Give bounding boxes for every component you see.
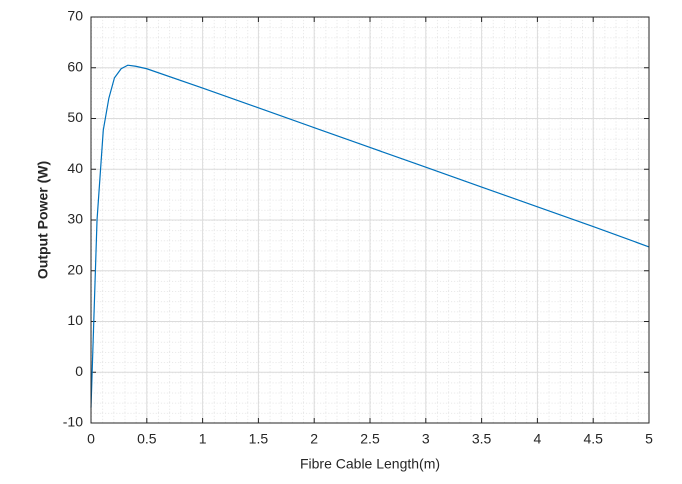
y-tick-label: 30 — [67, 211, 83, 227]
x-tick-label: 3 — [422, 431, 430, 447]
x-tick-label: 1.5 — [249, 431, 269, 447]
x-tick-label: 0.5 — [137, 431, 157, 447]
y-tick-label: 10 — [67, 312, 83, 328]
x-tick-label: 3.5 — [472, 431, 492, 447]
y-axis-label: Output Power (W) — [35, 161, 51, 279]
x-tick-label: 4 — [534, 431, 542, 447]
x-tick-label: 2.5 — [360, 431, 380, 447]
y-tick-label: 0 — [75, 363, 83, 379]
axes-box — [90, 16, 650, 424]
x-tick-label: 5 — [645, 431, 653, 447]
x-tick-label: 2 — [310, 431, 318, 447]
x-tick-label: 0 — [87, 431, 95, 447]
x-tick-label: 4.5 — [583, 431, 603, 447]
x-axis-label: Fibre Cable Length(m) — [300, 456, 440, 472]
y-tick-label: 50 — [67, 109, 83, 125]
y-tick-label: 40 — [67, 160, 83, 176]
y-tick-label: 70 — [67, 8, 83, 24]
x-tick-label: 1 — [199, 431, 207, 447]
y-tick-label: 60 — [67, 58, 83, 74]
y-tick-label: 20 — [67, 261, 83, 277]
data-line — [90, 64, 650, 408]
y-tick-label: -10 — [63, 414, 83, 430]
